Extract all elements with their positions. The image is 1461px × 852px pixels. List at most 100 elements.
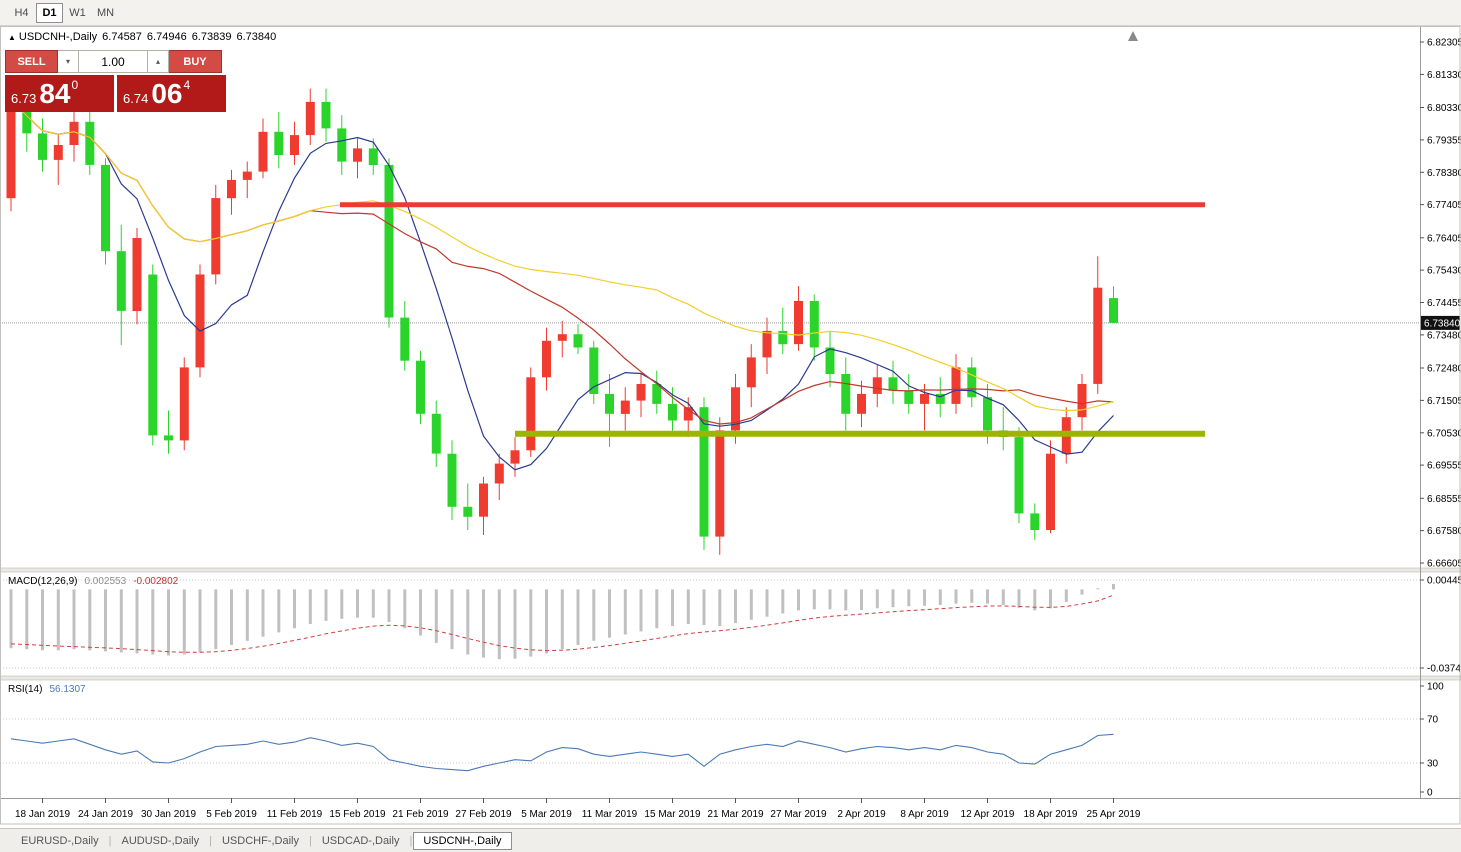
timeframe-button-w1[interactable]: W1 bbox=[64, 3, 91, 23]
chart-shift-icon[interactable] bbox=[1128, 31, 1138, 41]
svg-text:11 Feb 2019: 11 Feb 2019 bbox=[267, 809, 323, 820]
rsi-name: RSI(14) bbox=[8, 684, 43, 695]
bid-price[interactable]: 6.73 84 0 bbox=[5, 75, 114, 112]
svg-text:6.80330: 6.80330 bbox=[1427, 103, 1461, 114]
caret-up-icon: ▴ bbox=[155, 57, 160, 66]
volume-input[interactable] bbox=[79, 50, 148, 73]
ohlc-close: 6.73840 bbox=[236, 31, 277, 43]
chart-tab-usdchf-daily[interactable]: USDCHF-,Daily bbox=[221, 834, 299, 847]
svg-text:100: 100 bbox=[1427, 682, 1444, 693]
volume-increase-button[interactable]: ▴ bbox=[148, 50, 169, 73]
svg-text:0.004459: 0.004459 bbox=[1427, 576, 1461, 587]
tab-divider: | bbox=[308, 834, 312, 847]
svg-text:-0.037475: -0.037475 bbox=[1427, 664, 1461, 675]
svg-text:6.69555: 6.69555 bbox=[1427, 461, 1461, 472]
svg-text:2 Apr 2019: 2 Apr 2019 bbox=[837, 809, 886, 820]
ask-pip-fraction: 4 bbox=[183, 78, 191, 92]
svg-text:18 Jan 2019: 18 Jan 2019 bbox=[15, 809, 70, 820]
svg-text:27 Feb 2019: 27 Feb 2019 bbox=[455, 809, 512, 820]
bid-pip-fraction: 0 bbox=[71, 78, 79, 92]
tab-divider: | bbox=[209, 834, 212, 847]
moving-average-lines bbox=[10, 98, 1114, 471]
svg-text:12 Apr 2019: 12 Apr 2019 bbox=[961, 809, 1015, 820]
svg-text:6.78380: 6.78380 bbox=[1427, 168, 1461, 179]
chart-tab-bar: EURUSD-,Daily | AUDUSD-,Daily | USDCHF-,Dail… bbox=[0, 828, 1461, 852]
panel-splitter[interactable] bbox=[0, 675, 1461, 681]
svg-text:8 Apr 2019: 8 Apr 2019 bbox=[900, 809, 949, 820]
macd-signal-value: -0.002802 bbox=[133, 576, 179, 587]
volume-decrease-button[interactable]: ▾ bbox=[58, 50, 79, 73]
svg-text:0: 0 bbox=[1427, 788, 1433, 799]
bid-ask-row: 6.73 84 0 6.74 06 4 bbox=[5, 75, 226, 112]
svg-text:6.81330: 6.81330 bbox=[1427, 70, 1461, 81]
svg-text:24 Jan 2019: 24 Jan 2019 bbox=[78, 809, 133, 820]
svg-text:6.79355: 6.79355 bbox=[1427, 135, 1461, 146]
svg-text:70: 70 bbox=[1427, 715, 1439, 726]
ohlc-low: 6.73839 bbox=[191, 31, 232, 43]
svg-text:21 Mar 2019: 21 Mar 2019 bbox=[707, 809, 764, 820]
svg-text:6.73480: 6.73480 bbox=[1427, 330, 1461, 341]
svg-text:15 Mar 2019: 15 Mar 2019 bbox=[644, 809, 701, 820]
ask-price[interactable]: 6.74 06 4 bbox=[117, 75, 226, 112]
timeframe-button-d1[interactable]: D1 bbox=[36, 2, 63, 23]
chart-symbol: USDCNH-,Daily bbox=[18, 31, 98, 43]
bid-pips: 84 bbox=[39, 78, 71, 110]
chart-background bbox=[0, 26, 1461, 798]
candlestick-series bbox=[6, 88, 1118, 555]
svg-text:6.74455: 6.74455 bbox=[1427, 298, 1461, 309]
rsi-value: 56.1307 bbox=[49, 684, 86, 695]
rsi-panel bbox=[0, 718, 1420, 772]
chart-tab-audusd-daily[interactable]: AUDUSD-,Daily bbox=[121, 834, 200, 847]
macd-panel bbox=[0, 579, 1420, 669]
tab-divider: | bbox=[108, 834, 112, 847]
timeframe-button-h4[interactable]: H4 bbox=[8, 3, 35, 23]
svg-text:5 Mar 2019: 5 Mar 2019 bbox=[521, 809, 572, 820]
ohlc-open: 6.74587 bbox=[102, 31, 142, 43]
caret-down-icon: ▾ bbox=[65, 57, 70, 66]
panel-splitter[interactable] bbox=[0, 567, 1461, 573]
date-axis: 18 Jan 2019 24 Jan 2019 30 Jan 2019 5 Feb 2… bbox=[0, 798, 1461, 820]
chart-tab-usdcad-daily[interactable]: USDCAD-,Daily bbox=[321, 834, 400, 847]
price-badge: 6.73840 bbox=[1421, 315, 1461, 330]
bid-big-figure: 6.73 bbox=[11, 90, 37, 106]
rsi-indicator-label: RSI(14) 56.1307 bbox=[8, 684, 86, 695]
svg-text:27 Mar 2019: 27 Mar 2019 bbox=[770, 809, 827, 820]
svg-text:30 Jan 2019: 30 Jan 2019 bbox=[141, 809, 196, 820]
svg-text:6.71505: 6.71505 bbox=[1427, 396, 1461, 407]
one-click-trading-panel: SELL ▾ ▴ BUY 6.73 84 0 6.74 06 4 bbox=[5, 50, 226, 112]
ohlc-high: 6.74946 bbox=[146, 31, 187, 43]
price-axis: 6.82305 6.81330 6.80330 6.79355 6.78380 6.774… bbox=[1420, 26, 1461, 799]
sell-button[interactable]: SELL bbox=[5, 50, 58, 73]
svg-text:6.70530: 6.70530 bbox=[1427, 428, 1461, 439]
svg-text:6.77405: 6.77405 bbox=[1427, 200, 1461, 211]
timeframe-button-mn[interactable]: MN bbox=[92, 3, 119, 23]
svg-text:6.82305: 6.82305 bbox=[1427, 38, 1461, 49]
svg-text:6.72480: 6.72480 bbox=[1427, 364, 1461, 375]
svg-text:6.68555: 6.68555 bbox=[1427, 494, 1461, 505]
svg-text:21 Feb 2019: 21 Feb 2019 bbox=[392, 809, 449, 820]
trade-controls-row: SELL ▾ ▴ BUY bbox=[5, 50, 226, 73]
macd-value: 0.002553 bbox=[84, 576, 127, 587]
chart-icon: ▲ bbox=[8, 33, 16, 42]
chart-title: ▲ USDCNH-,Daily 6.74587 6.74946 6.73839 6.738… bbox=[8, 31, 281, 43]
tab-divider: | bbox=[409, 834, 413, 847]
svg-text:6.67580: 6.67580 bbox=[1427, 526, 1461, 537]
svg-text:15 Feb 2019: 15 Feb 2019 bbox=[329, 809, 386, 820]
ask-pips: 06 bbox=[151, 78, 183, 110]
macd-name: MACD(12,26,9) bbox=[8, 576, 78, 587]
svg-text:6.76405: 6.76405 bbox=[1427, 233, 1461, 244]
chart-tab-usdcnh-daily[interactable]: USDCNH-,Daily bbox=[413, 831, 512, 850]
buy-button[interactable]: BUY bbox=[169, 50, 222, 73]
svg-text:6.75430: 6.75430 bbox=[1427, 266, 1461, 277]
svg-text:30: 30 bbox=[1427, 759, 1439, 770]
macd-indicator-label: MACD(12,26,9) 0.002553 -0.002802 bbox=[8, 576, 178, 587]
chart-tab-eurusd-daily[interactable]: EURUSD-,Daily bbox=[21, 834, 99, 847]
svg-text:6.66605: 6.66605 bbox=[1427, 559, 1461, 570]
svg-text:11 Mar 2019: 11 Mar 2019 bbox=[582, 809, 638, 820]
svg-text:5 Feb 2019: 5 Feb 2019 bbox=[206, 809, 257, 820]
svg-text:18 Apr 2019: 18 Apr 2019 bbox=[1024, 809, 1078, 820]
svg-text:25 Apr 2019: 25 Apr 2019 bbox=[1087, 809, 1141, 820]
timeframe-toolbar: H4 D1 W1 MN bbox=[0, 0, 1461, 26]
